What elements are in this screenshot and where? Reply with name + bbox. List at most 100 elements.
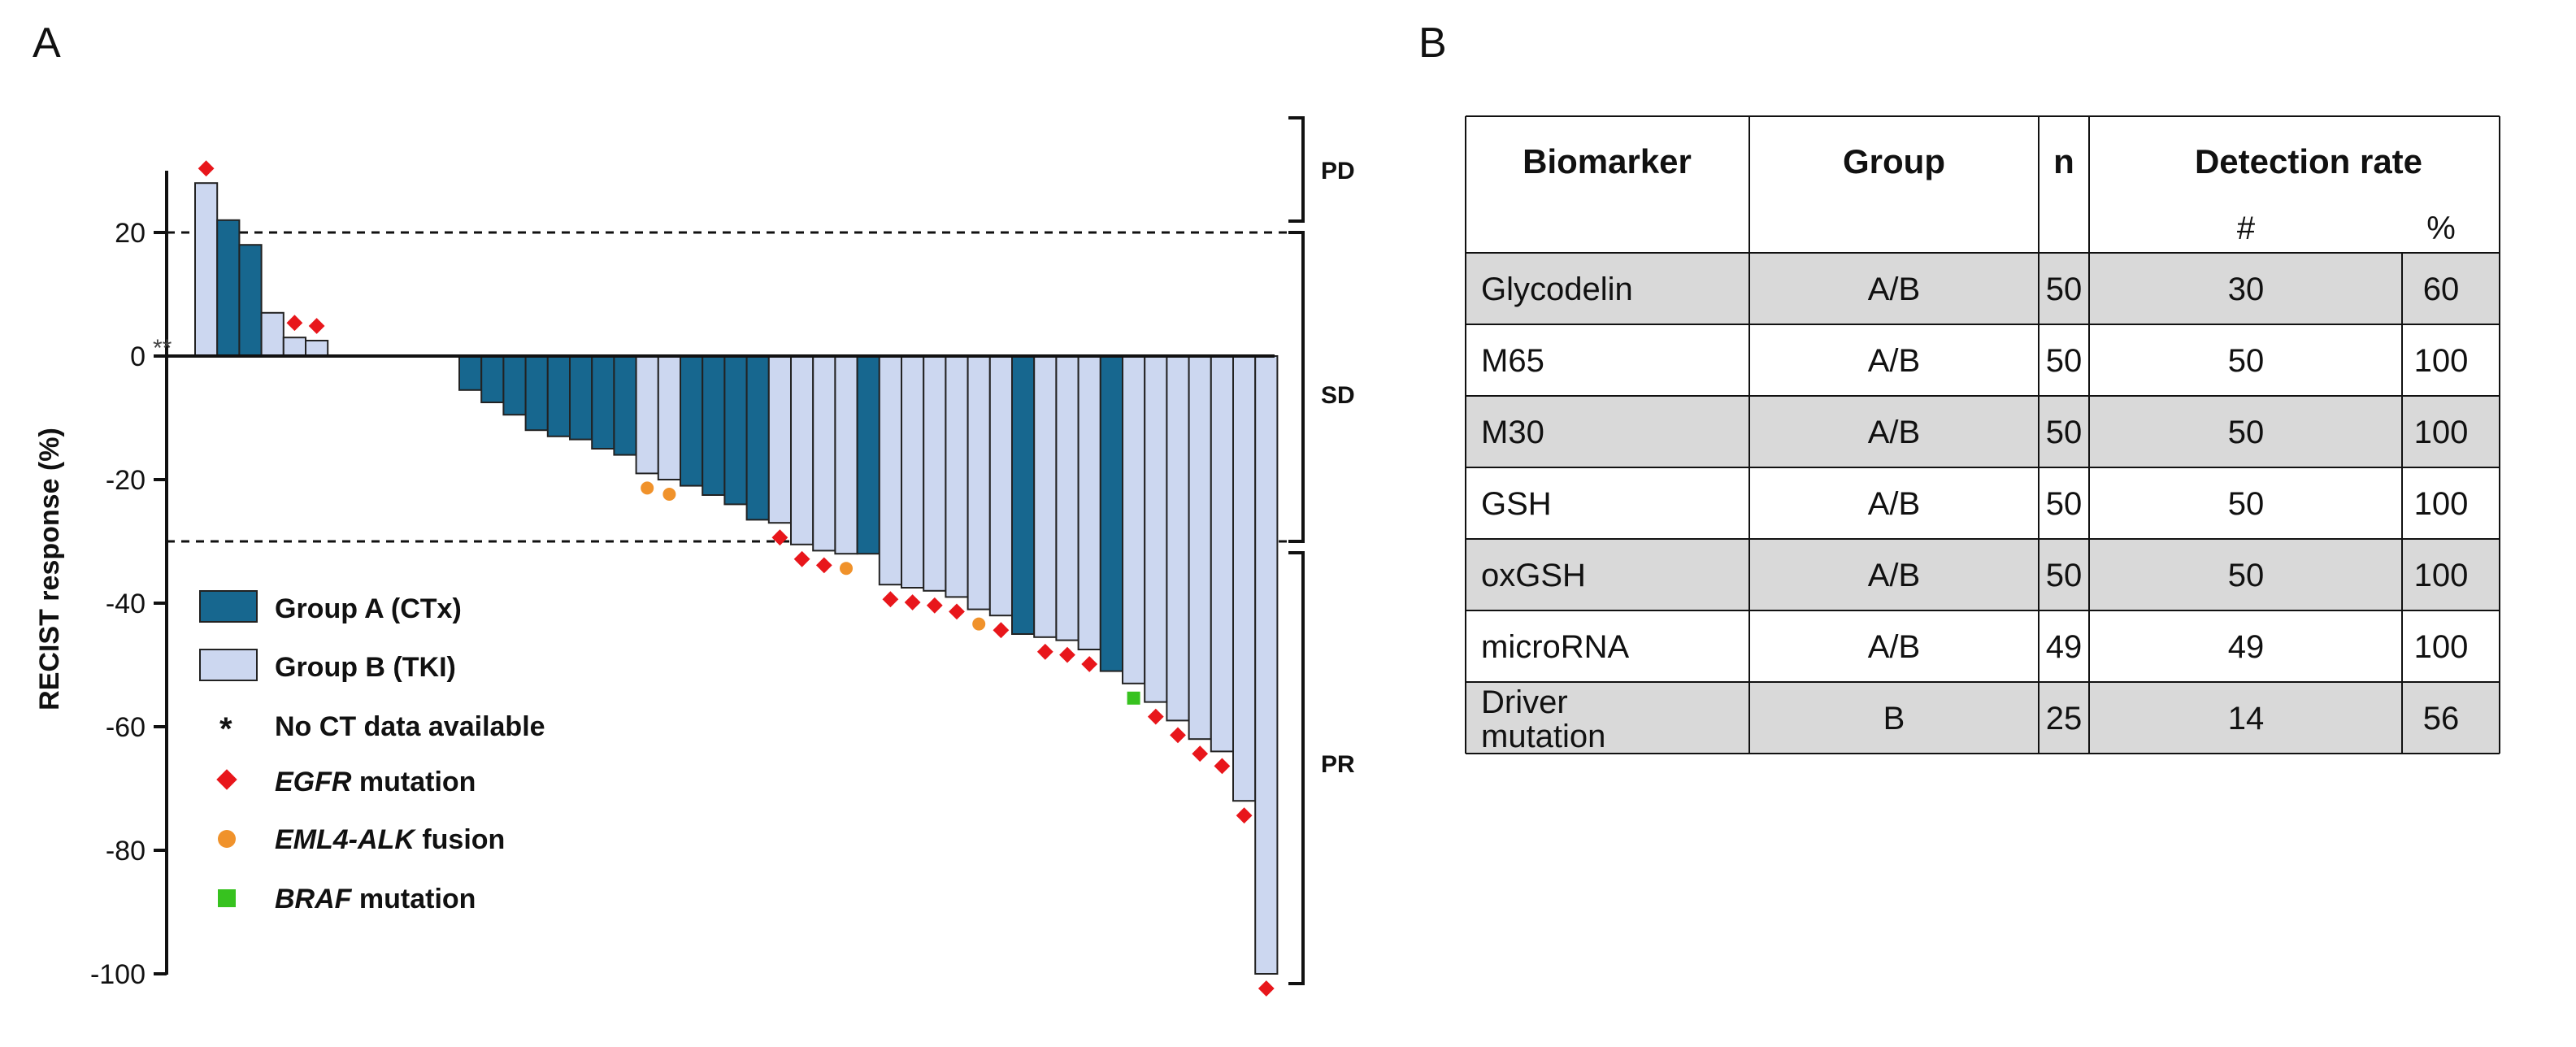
cell-biomarker: M30 — [1481, 415, 1544, 450]
y-tick-label: -100 — [90, 959, 146, 990]
cell-percent: 100 — [2414, 629, 2469, 665]
egfr-marker — [1081, 656, 1098, 672]
egfr-marker — [949, 603, 965, 620]
cell-count: 50 — [2228, 343, 2265, 379]
response-brackets: PD SD PR — [1288, 116, 1355, 985]
legend-braf-rest: mutation — [351, 884, 476, 914]
bar-group-a — [613, 355, 637, 456]
y-tick-label: 0 — [130, 341, 146, 372]
cell-group: A/B — [1868, 415, 1920, 450]
legend-group-a: Group A (CTx) — [275, 593, 462, 624]
egfr-marker — [1236, 807, 1253, 824]
legend-alk-gene: EML4-ALK — [275, 824, 416, 855]
bar-group-b — [767, 355, 792, 524]
cell-group: A/B — [1868, 558, 1920, 593]
legend: Group A (CTx) Group B (TKI) * No CT data… — [199, 590, 545, 914]
egfr-marker — [993, 622, 1010, 639]
egfr-marker — [1170, 727, 1186, 744]
bar-group-a — [680, 355, 704, 487]
response-pr: PR — [1321, 751, 1355, 778]
y-axis-label: RECIST response (%) — [34, 428, 65, 710]
cell-group: A/B — [1868, 629, 1920, 665]
table-row — [1466, 610, 2500, 682]
biomarker-table: Glycodelin A/B 50 30 60 M65 A/B 50 50 100 M30 A/B 50… — [1465, 115, 2500, 754]
bar-group-b — [812, 355, 836, 552]
cell-biomarker: microRNA — [1481, 629, 1630, 665]
cell-n: 50 — [2046, 272, 2083, 307]
mutation-markers — [198, 160, 1275, 997]
table-row — [1466, 396, 2500, 467]
cell-n: 25 — [2046, 701, 2083, 736]
cell-biomarker: Driver — [1481, 684, 1568, 720]
waterfall-chart: RECIST response (%) 200-20-40-60-80-100 … — [34, 116, 1355, 997]
bar-group-b — [1122, 355, 1146, 684]
bar-group-b — [790, 355, 815, 545]
cell-n: 50 — [2046, 486, 2083, 522]
egfr-marker — [1147, 708, 1164, 725]
bar-group-b — [923, 355, 947, 592]
bar-group-a — [238, 244, 263, 358]
legend-swatch-group-b — [199, 649, 258, 681]
egfr-marker — [815, 557, 832, 574]
egfr-marker — [771, 529, 788, 546]
reference-lines — [167, 231, 1288, 543]
panel-a-label: A — [33, 20, 61, 67]
header-detection-rate: Detection rate — [2195, 142, 2422, 180]
cell-n: 49 — [2046, 629, 2083, 665]
bar-group-a — [1011, 355, 1036, 635]
cell-group: A/B — [1868, 486, 1920, 522]
cell-n: 50 — [2046, 343, 2083, 379]
legend-egfr-gene: EGFR — [275, 767, 352, 797]
y-tick-label: -20 — [106, 465, 146, 496]
bar-group-b — [194, 182, 219, 357]
table-header-bg — [1466, 116, 2500, 253]
egfr-marker — [1214, 758, 1231, 775]
bar-group-b — [1210, 355, 1235, 753]
cell-percent: 100 — [2414, 343, 2469, 379]
bar-group-b — [1232, 355, 1257, 802]
legend-swatch-group-a — [199, 590, 258, 623]
table-row — [1466, 467, 2500, 539]
bar-group-b — [1254, 355, 1279, 975]
bar-group-a — [546, 355, 571, 437]
bar-group-b — [945, 355, 969, 598]
eml4-alk-marker — [840, 562, 853, 576]
cell-n: 50 — [2046, 415, 2083, 450]
table-row — [1466, 682, 2500, 754]
legend-braf-square — [218, 889, 236, 907]
bar-group-b — [305, 340, 329, 357]
bar-group-a — [1099, 355, 1124, 672]
cell-percent: 56 — [2423, 701, 2460, 736]
bar-group-b — [282, 337, 306, 358]
bar-group-b — [878, 355, 903, 586]
legend-no-ct: No CT data available — [275, 711, 545, 742]
egfr-marker — [198, 160, 215, 177]
y-tick-label: 20 — [115, 218, 146, 249]
table-row — [1466, 324, 2500, 396]
bar-group-b — [834, 355, 858, 555]
bar-group-b — [635, 355, 659, 475]
bar-group-a — [524, 355, 549, 432]
legend-egfr-diamond — [216, 769, 237, 790]
legend-egfr-rest: mutation — [351, 767, 476, 797]
cell-count: 50 — [2228, 558, 2265, 593]
bar-group-a — [702, 355, 726, 496]
legend-group-b: Group B (TKI) — [275, 652, 456, 683]
table-rows: Glycodelin A/B 50 30 60 M65 A/B 50 50 100 M30 A/B 50… — [1466, 253, 2500, 754]
bar-group-a — [723, 355, 748, 506]
bar-group-a — [502, 355, 527, 416]
bracket-sd — [1288, 231, 1305, 543]
legend-braf-gene: BRAF — [275, 884, 353, 914]
bar-group-b — [1144, 355, 1168, 703]
y-tick-label: -80 — [106, 836, 146, 867]
header-group: Group — [1843, 142, 1945, 180]
egfr-marker — [1192, 745, 1209, 762]
bracket-pd — [1288, 116, 1305, 223]
bar-group-b — [657, 355, 681, 480]
y-tick-label: -40 — [106, 589, 146, 619]
egfr-marker — [1036, 643, 1053, 660]
legend-alk-rest: fusion — [415, 824, 505, 855]
bar-group-a — [569, 355, 593, 441]
egfr-marker — [882, 591, 899, 608]
